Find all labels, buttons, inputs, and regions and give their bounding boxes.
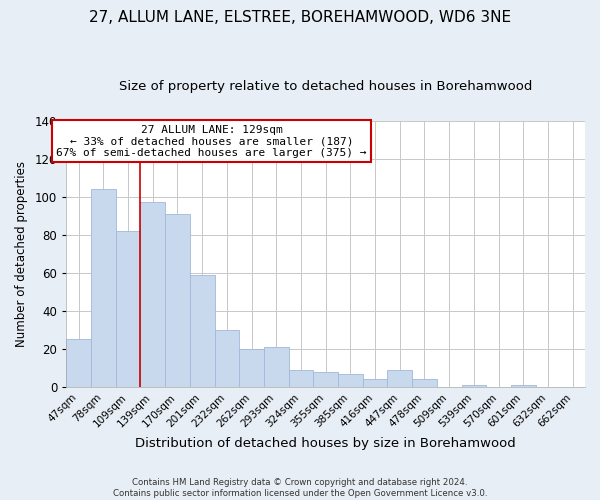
Bar — [461, 385, 486, 387]
X-axis label: Distribution of detached houses by size in Borehamwood: Distribution of detached houses by size … — [135, 437, 516, 450]
Bar — [363, 380, 388, 387]
Text: Contains HM Land Registry data © Crown copyright and database right 2024.
Contai: Contains HM Land Registry data © Crown c… — [113, 478, 487, 498]
Bar — [140, 202, 165, 387]
Bar — [511, 385, 536, 387]
Bar — [67, 340, 91, 387]
Bar — [264, 347, 289, 387]
Bar — [165, 214, 190, 387]
Bar — [289, 370, 313, 387]
Bar — [313, 372, 338, 387]
Bar — [338, 374, 363, 387]
Bar — [190, 274, 215, 387]
Text: 27 ALLUM LANE: 129sqm
← 33% of detached houses are smaller (187)
67% of semi-det: 27 ALLUM LANE: 129sqm ← 33% of detached … — [56, 124, 367, 158]
Bar — [91, 189, 116, 387]
Bar — [412, 380, 437, 387]
Y-axis label: Number of detached properties: Number of detached properties — [15, 161, 28, 347]
Bar — [388, 370, 412, 387]
Text: 27, ALLUM LANE, ELSTREE, BOREHAMWOOD, WD6 3NE: 27, ALLUM LANE, ELSTREE, BOREHAMWOOD, WD… — [89, 10, 511, 25]
Title: Size of property relative to detached houses in Borehamwood: Size of property relative to detached ho… — [119, 80, 532, 93]
Bar — [239, 349, 264, 387]
Bar — [116, 231, 140, 387]
Bar — [215, 330, 239, 387]
